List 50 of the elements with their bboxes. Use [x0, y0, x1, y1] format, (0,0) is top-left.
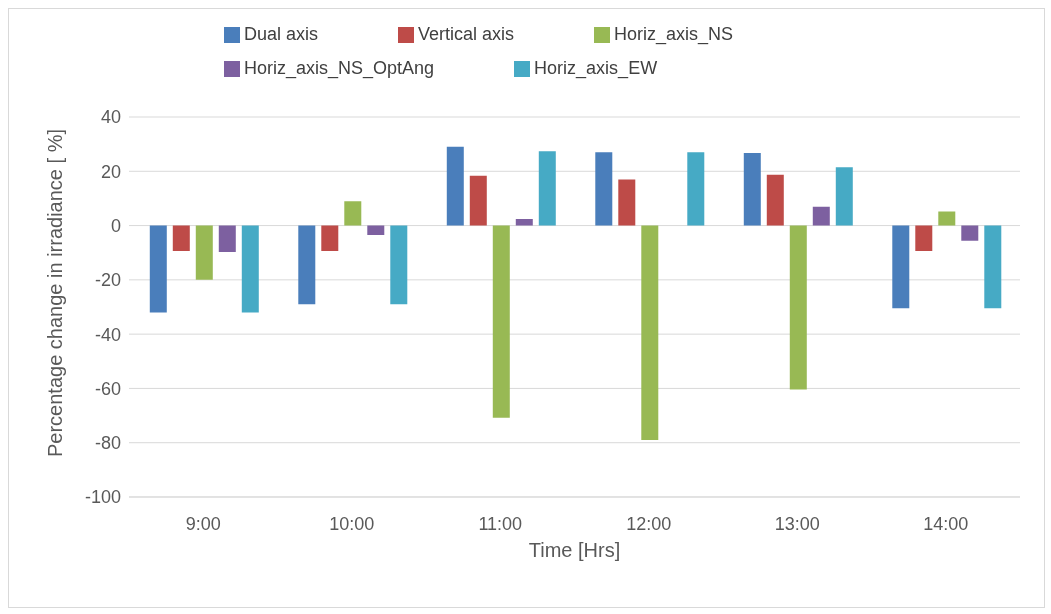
- bar: [687, 152, 705, 226]
- x-tick-label: 10:00: [329, 513, 375, 534]
- bar: [298, 225, 316, 305]
- bar: [241, 225, 259, 313]
- bar: [789, 225, 807, 390]
- y-tick-label: -100: [84, 487, 121, 508]
- y-tick-label: -60: [94, 378, 121, 399]
- x-axis-title: Time [Hrs]: [528, 539, 621, 561]
- bar: [892, 225, 910, 309]
- bar: [835, 167, 853, 226]
- bar: [538, 151, 556, 226]
- bar: [595, 152, 613, 226]
- y-tick-label: -80: [94, 433, 121, 454]
- bar: [984, 225, 1002, 309]
- bar: [446, 146, 464, 226]
- legend-label: Horiz_axis_EW: [534, 58, 658, 78]
- bar: [961, 225, 979, 241]
- legend-label: Horiz_axis_NS_OptAng: [244, 58, 435, 78]
- bar: [812, 206, 830, 226]
- bar: [915, 225, 933, 252]
- y-tick-label: 0: [110, 215, 121, 236]
- y-tick-label: 20: [100, 161, 121, 182]
- bar: [641, 225, 659, 440]
- bar: [344, 201, 362, 226]
- bar: [469, 175, 487, 226]
- x-tick-label: 13:00: [774, 513, 820, 534]
- bar: [743, 153, 761, 226]
- bar: [390, 225, 408, 305]
- y-tick-label: 40: [100, 107, 121, 128]
- legend-label: Horiz_axis_NS: [614, 24, 734, 44]
- bar: [515, 219, 533, 226]
- bar: [172, 225, 190, 252]
- x-tick-label: 11:00: [478, 513, 523, 534]
- legend-label: Vertical axis: [418, 24, 515, 44]
- bar: [218, 225, 236, 252]
- x-tick-label: 9:00: [185, 513, 221, 534]
- y-tick-label: -20: [94, 270, 121, 291]
- bar: [195, 225, 213, 280]
- bar: [367, 225, 385, 236]
- legend-label: Dual axis: [244, 24, 319, 44]
- bar: [766, 174, 784, 226]
- bar: [492, 225, 510, 418]
- y-tick-label: -40: [94, 324, 121, 345]
- bar: [938, 211, 956, 226]
- x-tick-label: 14:00: [923, 513, 969, 534]
- y-axis-title: Percentage change in irradiance [ %]: [44, 129, 67, 457]
- bar: [321, 225, 339, 252]
- x-tick-label: 12:00: [626, 513, 672, 534]
- bar: [149, 225, 167, 313]
- bar: [618, 179, 636, 226]
